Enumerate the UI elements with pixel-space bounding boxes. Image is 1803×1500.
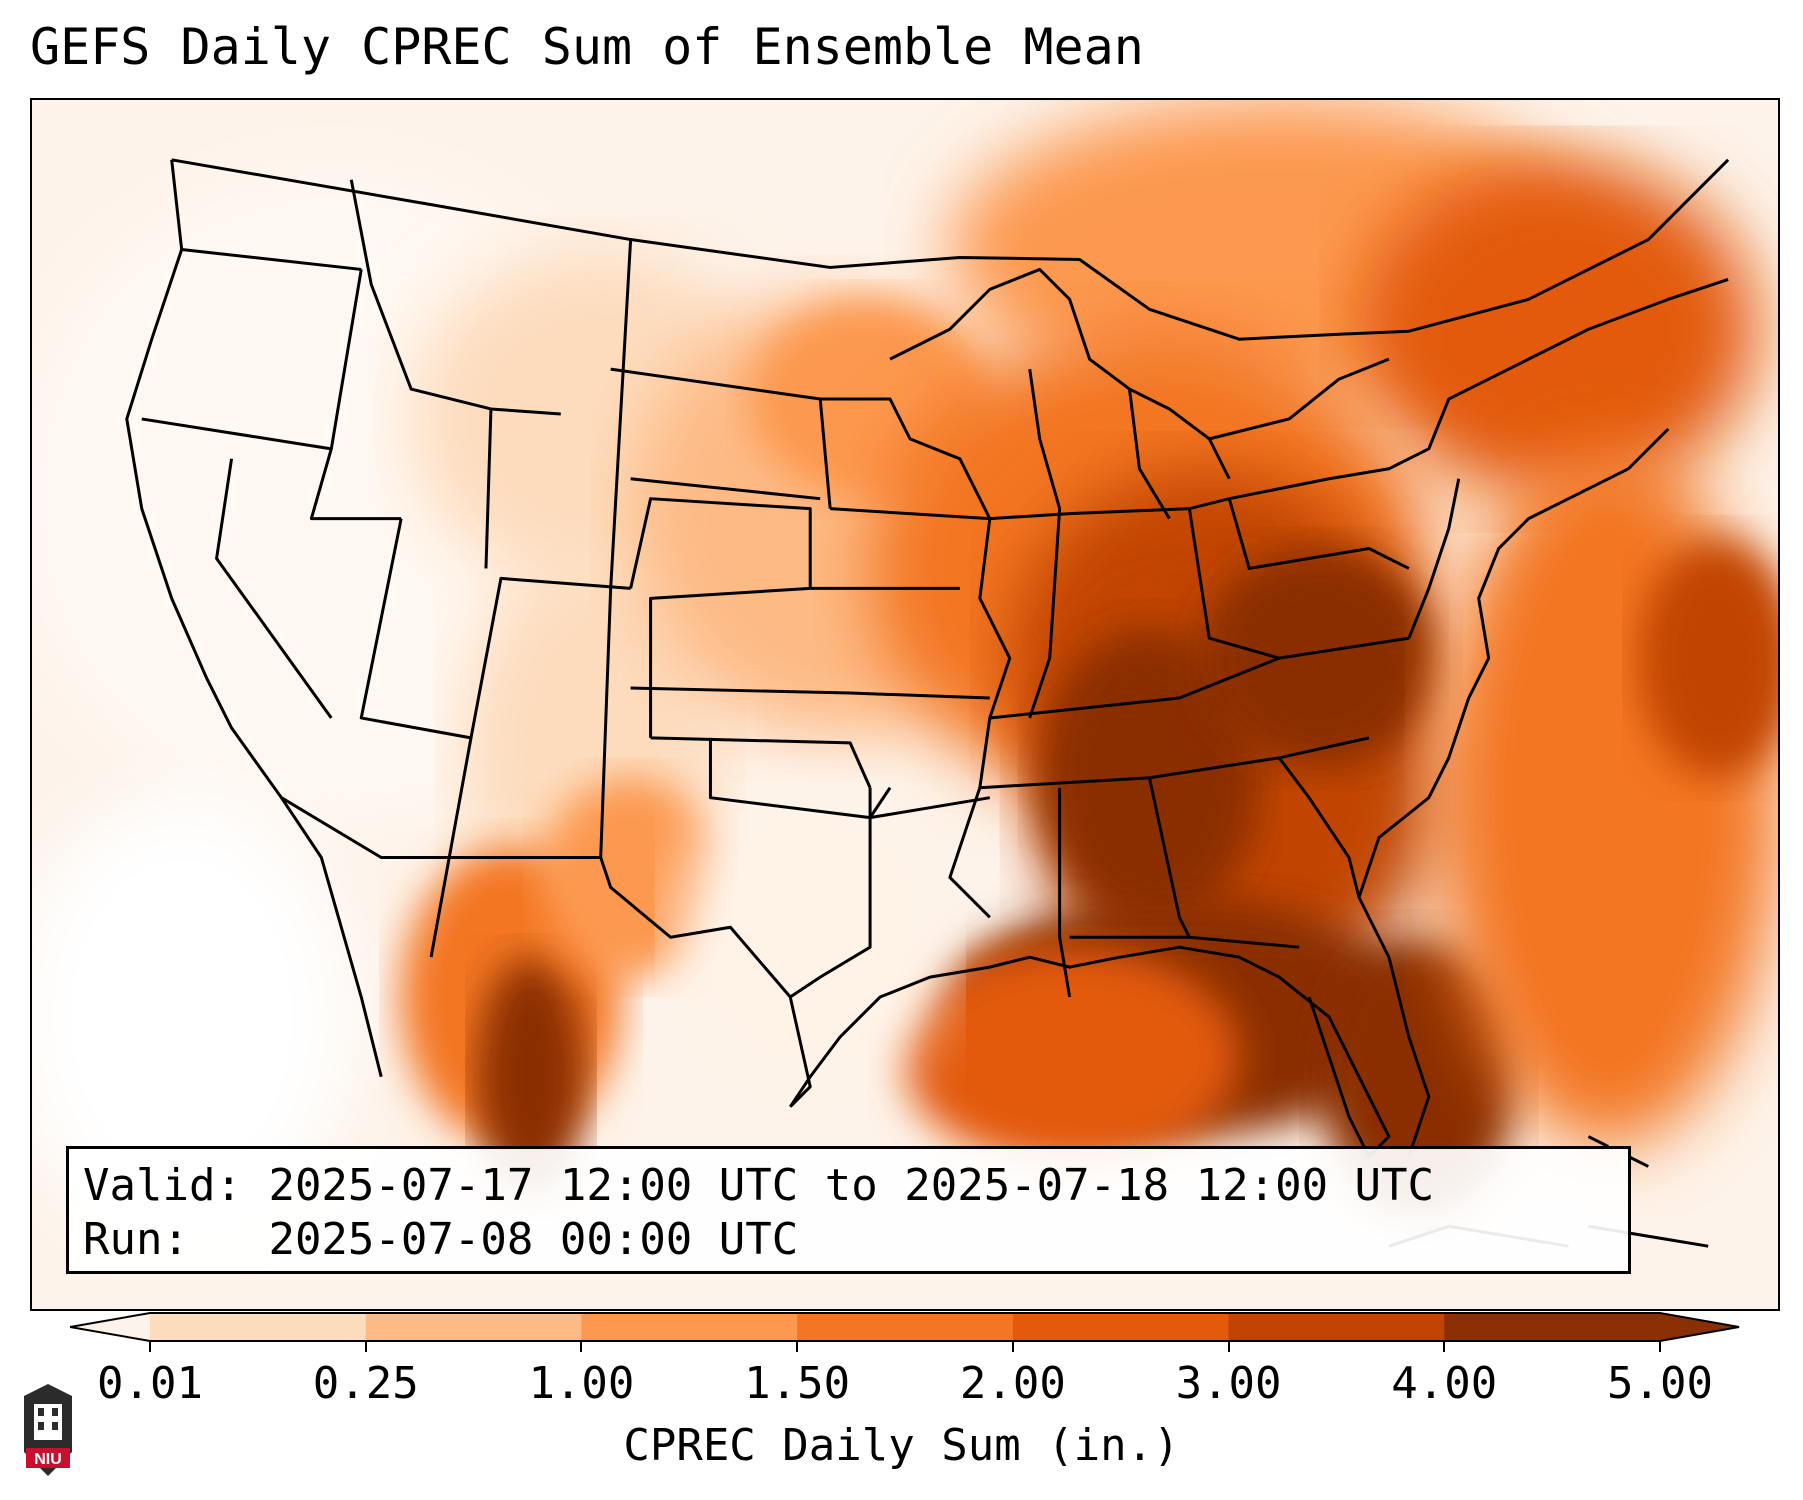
colorbar	[70, 1312, 1740, 1342]
map-panel	[30, 98, 1780, 1311]
colorbar-segment	[1444, 1313, 1661, 1341]
precipitation-map	[32, 100, 1778, 1309]
colorbar-tick-label: 4.00	[1391, 1358, 1498, 1409]
page-title: GEFS Daily CPREC Sum of Ensemble Mean	[30, 18, 1144, 76]
valid-run-info-box: Valid: 2025-07-17 12:00 UTC to 2025-07-1…	[66, 1146, 1631, 1274]
map-borders	[125, 158, 1730, 1158]
precip-field	[32, 100, 1778, 1237]
logo-text: NIU	[34, 1451, 62, 1468]
colorbar-segment	[581, 1313, 798, 1341]
colorbar-tick-mark	[580, 1342, 583, 1352]
run-label: Run:	[83, 1214, 189, 1265]
colorbar-tick-label: 0.25	[312, 1358, 419, 1409]
valid-time: 2025-07-17 12:00 UTC to 2025-07-18 12:00…	[268, 1160, 1435, 1211]
colorbar-tick-label: 1.00	[528, 1358, 635, 1409]
colorbar-segment	[1012, 1313, 1230, 1341]
colorbar-tick-label: 3.00	[1175, 1358, 1282, 1409]
colorbar-tick-label: 0.01	[97, 1358, 203, 1409]
colorbar-segment	[1228, 1313, 1445, 1341]
colorbar-segment	[797, 1313, 1014, 1341]
colorbar-extend-high	[1660, 1313, 1739, 1341]
colorbar-extend-low	[70, 1313, 150, 1341]
colorbar-tick-mark	[1443, 1342, 1446, 1352]
colorbar-segment	[365, 1313, 582, 1341]
colorbar-tick-mark	[1011, 1342, 1014, 1352]
colorbar-tick-mark	[364, 1342, 367, 1352]
colorbar-tick-label: 1.50	[744, 1358, 851, 1409]
colorbar-tick-label: 2.00	[959, 1358, 1066, 1409]
colorbar-tick-mark	[149, 1342, 151, 1352]
colorbar-tick-label: 5.00	[1607, 1358, 1713, 1409]
niu-logo: NIU	[24, 1384, 72, 1476]
run-time: 2025-07-08 00:00 UTC	[268, 1214, 799, 1265]
colorbar-tick-mark	[1659, 1342, 1661, 1352]
colorbar-tick-mark	[1227, 1342, 1230, 1352]
valid-label: Valid:	[83, 1160, 242, 1211]
colorbar-segment	[150, 1313, 367, 1341]
colorbar-tick-mark	[796, 1342, 799, 1352]
colorbar-label: CPREC Daily Sum (in.)	[623, 1420, 1180, 1471]
